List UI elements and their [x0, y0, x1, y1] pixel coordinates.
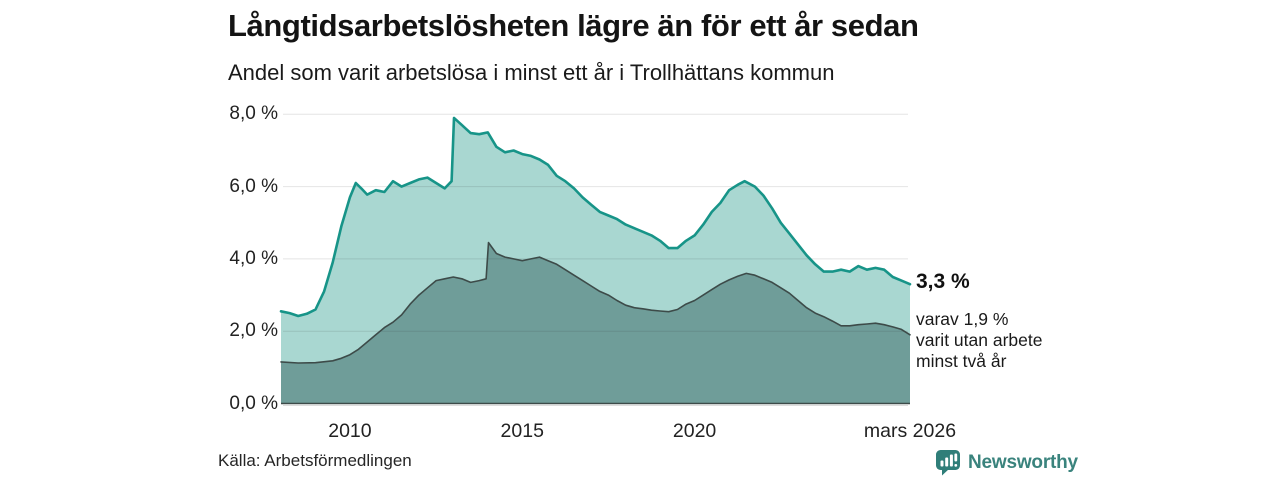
latest-detail-annotation: varav 1,9 % varit utan arbete minst två … [916, 309, 1042, 372]
area-utan-arbete-minst-två-år [281, 242, 910, 404]
source-credit: Källa: Arbetsförmedlingen [218, 451, 412, 470]
newsworthy-chart-bubble-icon [935, 449, 961, 476]
x-tick-label: 2020 [672, 420, 717, 442]
annotation-line: minst två år [916, 351, 1007, 371]
newsworthy-logo[interactable]: Newsworthy [935, 449, 1078, 476]
x-tick-label: 2015 [500, 420, 544, 442]
page-title: Långtidsarbetslösheten lägre än för ett … [228, 8, 919, 43]
y-tick-label: 8,0 % [229, 103, 278, 125]
y-tick-label: 6,0 % [229, 175, 278, 197]
annotation-line: varit utan arbete [916, 330, 1043, 350]
page-subtitle: Andel som varit arbetslösa i minst ett å… [228, 60, 835, 85]
newsworthy-wordmark: Newsworthy [968, 451, 1078, 473]
x-tick-label: mars 2026 [863, 420, 957, 442]
latest-value-label: 3,3 % [916, 270, 970, 293]
y-tick-label: 4,0 % [229, 247, 278, 269]
annotation-line: varav 1,9 % [916, 309, 1009, 329]
line-arbetslösa-minst-ett-år [279, 116, 912, 318]
y-tick-label: 0,0 % [229, 392, 278, 414]
y-tick-label: 2,0 % [229, 320, 278, 342]
line-utan-arbete-minst-två-år [280, 241, 911, 364]
x-tick-label: 2010 [328, 420, 372, 442]
